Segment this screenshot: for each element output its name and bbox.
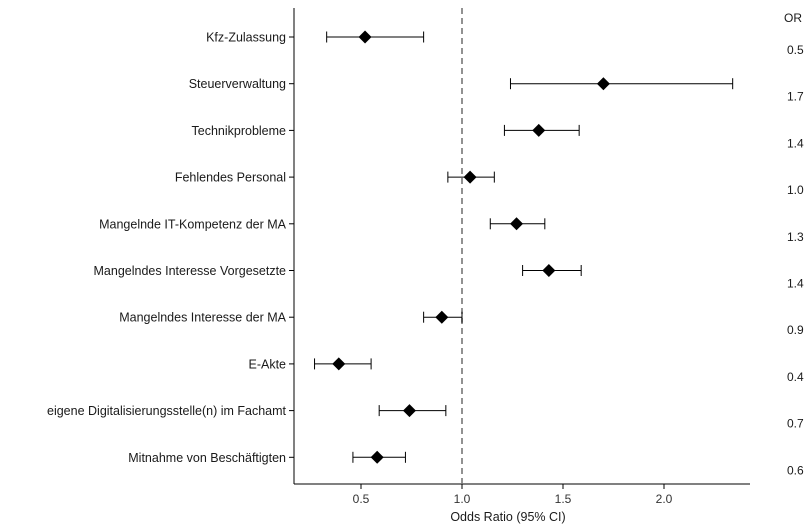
forest-row: Mangelndes Interesse der MA xyxy=(119,310,463,325)
or-value: 0.9 xyxy=(787,323,804,337)
or-point-marker xyxy=(532,123,546,137)
or-column: OR 0.5 1.7 1.4 1.0 1.3 1.4 0.9 0.4 0.7 0.6 xyxy=(784,11,804,477)
row-label: Mitnahme von Beschäftigten xyxy=(128,451,286,465)
row-label: Technikprobleme xyxy=(192,124,287,138)
or-point-marker xyxy=(542,264,556,277)
x-tick-label: 1.0 xyxy=(454,492,471,506)
plot-rows: Kfz-Zulassung Steuerverwaltung Technikprob… xyxy=(47,30,734,465)
or-value: 0.4 xyxy=(787,370,804,384)
or-value: 0.5 xyxy=(787,43,804,57)
forest-row: eigene Digitalisierungsstelle(n) im Fach… xyxy=(47,404,447,418)
or-point-marker xyxy=(332,357,346,371)
or-value: 1.0 xyxy=(787,183,804,197)
or-point-marker xyxy=(596,77,610,91)
forest-row: Mitnahme von Beschäftigten xyxy=(128,450,406,465)
row-label: Mangelndes Interesse Vorgesetzte xyxy=(94,264,287,278)
forest-row: Mangelndes Interesse Vorgesetzte xyxy=(94,264,582,278)
row-label: E-Akte xyxy=(248,357,286,371)
forest-row: Fehlendes Personal xyxy=(175,170,495,185)
row-label: eigene Digitalisierungsstelle(n) im Fach… xyxy=(47,404,287,418)
or-point-marker xyxy=(510,217,524,231)
or-value: 0.6 xyxy=(787,463,804,477)
forest-row: Kfz-Zulassung xyxy=(206,30,425,45)
x-tick-label: 2.0 xyxy=(656,492,673,506)
or-value: 0.7 xyxy=(787,417,804,431)
or-point-marker xyxy=(370,450,384,464)
x-axis-label: Odds Ratio (95% CI) xyxy=(450,510,565,524)
row-label: Mangelnde IT-Kompetenz der MA xyxy=(99,217,287,231)
x-tick-label: 0.5 xyxy=(353,492,370,506)
forest-row: E-Akte xyxy=(248,357,372,371)
forest-row: Mangelnde IT-Kompetenz der MA xyxy=(99,217,546,231)
row-label: Mangelndes Interesse der MA xyxy=(119,311,286,325)
or-value: 1.7 xyxy=(787,90,804,104)
row-label: Kfz-Zulassung xyxy=(206,31,286,45)
x-tick-label: 1.5 xyxy=(555,492,572,506)
or-value: 1.4 xyxy=(787,136,804,150)
or-point-marker xyxy=(463,170,477,184)
or-point-marker xyxy=(435,310,449,324)
axes: 0.5 1.0 1.5 2.0 xyxy=(293,8,750,506)
row-label: Fehlendes Personal xyxy=(175,171,286,185)
row-label: Steuerverwaltung xyxy=(189,77,286,91)
or-point-marker xyxy=(358,30,372,44)
or-value: 1.3 xyxy=(787,230,804,244)
or-value: 1.4 xyxy=(787,277,804,291)
or-point-marker xyxy=(402,404,416,418)
forest-row: Steuerverwaltung xyxy=(189,77,734,91)
or-header: OR xyxy=(784,11,802,25)
forest-row: Technikprobleme xyxy=(192,124,580,138)
